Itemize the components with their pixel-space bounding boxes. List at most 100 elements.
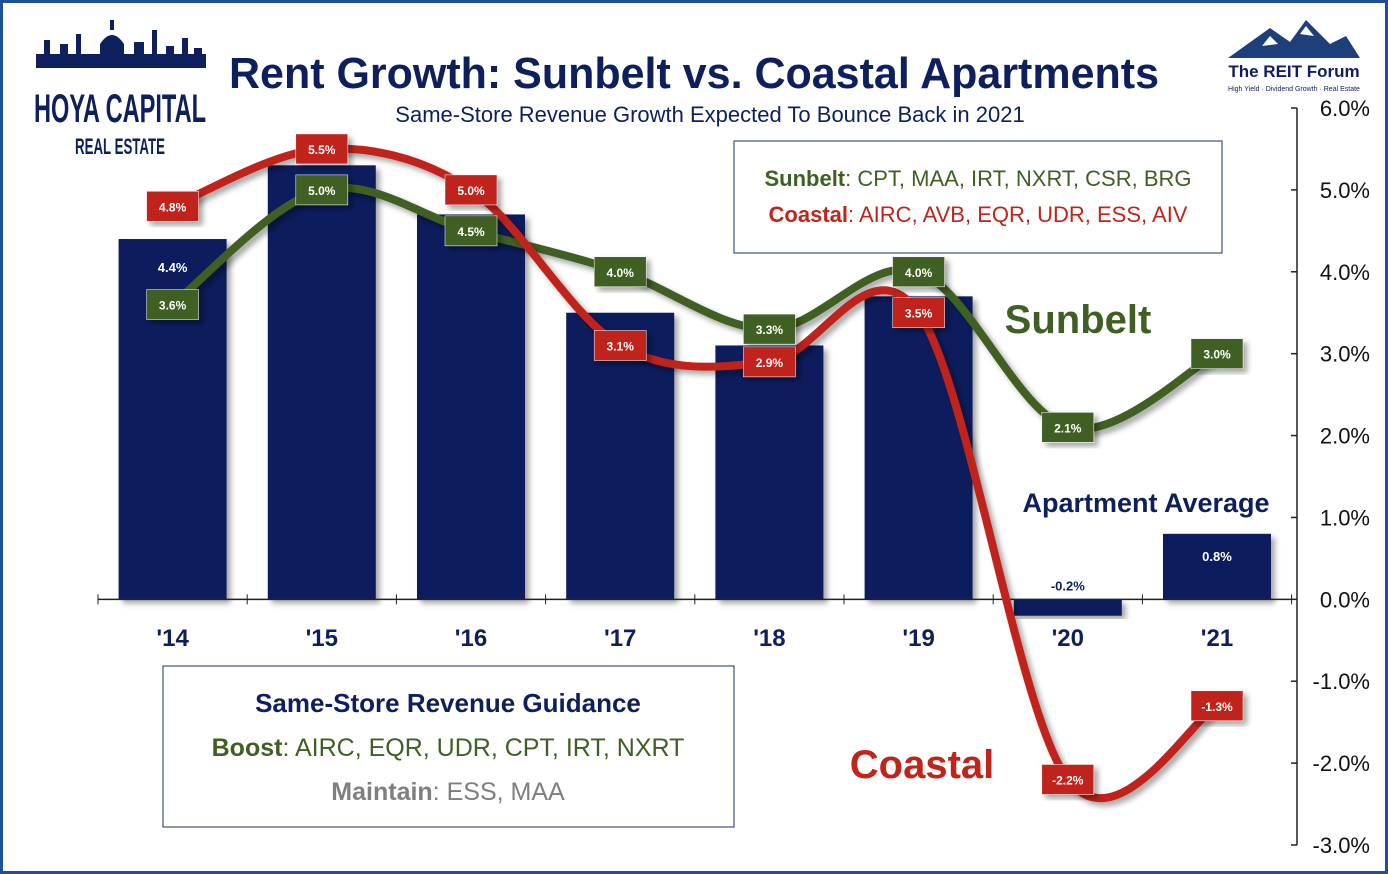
y-tick-label-5: 1.0% [1320, 505, 1370, 530]
legend-sunbelt: Sunbelt: CPT, MAA, IRT, NXRT, CSR, BRG [764, 166, 1191, 191]
bar-label-0: 4.4% [158, 260, 188, 275]
guidance-boost-label: Boost [212, 734, 284, 762]
point-marker-sunbelt-0 [146, 289, 199, 320]
chart-title: Rent Growth: Sunbelt vs. Coastal Apartme… [229, 49, 1159, 98]
bar-4 [715, 345, 824, 600]
x-tick-label-0: '14 [156, 625, 189, 652]
point-label-sunbelt-0: 3.6% [159, 299, 187, 313]
guidance-boost: Boost: AIRC, EQR, UDR, CPT, IRT, NXRT [212, 734, 685, 762]
legend-box: Sunbelt: CPT, MAA, IRT, NXRT, CSR, BRG C… [733, 140, 1223, 254]
hoya-capital-logo: HOYA CAPITAL REAL ESTATE [34, 20, 206, 159]
labels-layer: 4.4% -0.2% 0.8% 3.6% 5.0% 4.5% 4.0% 3.3% 4.0% 2.1… [146, 133, 1244, 795]
guidance-maintain: Maintain: ESS, MAA [331, 778, 565, 806]
y-tick-label-0: 6.0% [1320, 96, 1370, 121]
point-sunbelt-7: 3.0% [1190, 338, 1244, 369]
x-tick-label-6: '20 [1052, 625, 1084, 652]
bar-label-7: 0.8% [1202, 549, 1232, 564]
point-marker-coastal-7 [1190, 690, 1244, 722]
point-label-coastal-1: 5.5% [308, 143, 336, 157]
point-label-sunbelt-4: 3.3% [756, 323, 784, 337]
point-marker-coastal-2 [444, 174, 498, 206]
logo-left-line1: HOYA CAPITAL [34, 87, 206, 131]
y-tick-label-6: 0.0% [1320, 587, 1370, 612]
coastal-annotation: Coastal [850, 743, 995, 787]
x-tick-label-7: '21 [1201, 625, 1233, 652]
point-coastal-3: 3.1% [593, 330, 647, 361]
point-marker-coastal-6 [1041, 764, 1095, 795]
point-sunbelt-2: 4.5% [444, 215, 498, 247]
point-label-coastal-0: 4.8% [159, 200, 187, 214]
x-tick-label-3: '17 [604, 625, 636, 652]
guidance-boost-members: : AIRC, EQR, UDR, CPT, IRT, NXRT [282, 734, 684, 762]
legend-coastal-label: Coastal [769, 202, 848, 227]
guidance-maintain-members: : ESS, MAA [433, 778, 565, 806]
point-label-coastal-6: -2.2% [1052, 773, 1084, 787]
point-sunbelt-4: 3.3% [743, 313, 796, 345]
point-label-coastal-7: -1.3% [1201, 700, 1233, 714]
y-tick-label-7: -1.0% [1313, 669, 1370, 694]
point-label-sunbelt-2: 4.5% [457, 225, 485, 239]
point-coastal-7: -1.3% [1190, 690, 1244, 722]
x-tick-label-4: '18 [753, 625, 785, 652]
bar-5 [864, 296, 973, 600]
x-tick-label-2: '16 [455, 625, 487, 652]
point-sunbelt-1: 5.0% [295, 174, 349, 206]
bar-1 [267, 165, 376, 600]
point-marker-sunbelt-3 [593, 256, 647, 288]
point-coastal-1: 5.5% [295, 133, 349, 165]
y-tick-label-8: -2.0% [1313, 751, 1370, 776]
point-coastal-5: 3.5% [892, 297, 945, 328]
point-marker-sunbelt-1 [295, 174, 349, 206]
point-marker-sunbelt-5 [892, 256, 945, 288]
point-marker-coastal-3 [593, 330, 647, 361]
x-tick-label-5: '19 [902, 625, 934, 652]
point-sunbelt-0: 3.6% [146, 289, 199, 320]
chart-subtitle: Same-Store Revenue Growth Expected To Bo… [395, 102, 1024, 127]
guidance-box: Same-Store Revenue Guidance Boost: AIRC,… [162, 665, 735, 828]
guidance-maintain-label: Maintain [331, 778, 432, 806]
logo-right-name: The REIT Forum [1228, 62, 1359, 81]
bar-label-6: -0.2% [1051, 578, 1085, 593]
y-tick-label-2: 4.0% [1320, 260, 1370, 285]
point-marker-sunbelt-4 [743, 313, 796, 345]
bars-layer [118, 165, 1271, 616]
logo-left-line2: REAL ESTATE [75, 134, 165, 159]
legend-coastal: Coastal: AIRC, AVB, EQR, UDR, ESS, AIV [769, 202, 1188, 227]
point-coastal-0: 4.8% [146, 191, 199, 222]
bar-7 [1163, 533, 1271, 600]
logo-right-tagline: High Yield · Dividend Growth · Real Esta… [1228, 86, 1360, 93]
y-tick-label-3: 3.0% [1320, 342, 1370, 367]
point-label-sunbelt-1: 5.0% [308, 184, 336, 198]
guidance-heading: Same-Store Revenue Guidance [255, 688, 641, 718]
bar-6 [1013, 599, 1122, 616]
point-marker-sunbelt-2 [444, 215, 498, 247]
legend-sunbelt-label: Sunbelt [764, 166, 845, 191]
axis-layer: '14 '15 '16 '17 '18 '19 '20 '21 6.0% 5.0% 4.0% 3.0%… [97, 96, 1370, 858]
legend-coastal-members: : AIRC, AVB, EQR, UDR, ESS, AIV [848, 202, 1188, 227]
point-sunbelt-6: 2.1% [1041, 412, 1095, 443]
point-label-sunbelt-6: 2.1% [1054, 421, 1082, 435]
point-sunbelt-5: 4.0% [892, 256, 945, 288]
y-tick-label-4: 2.0% [1320, 424, 1370, 449]
point-coastal-2: 5.0% [444, 174, 498, 206]
point-marker-coastal-5 [892, 297, 945, 328]
bar-2 [417, 214, 525, 600]
sunbelt-annotation: Sunbelt [1005, 298, 1152, 342]
point-coastal-4: 2.9% [743, 346, 796, 378]
point-label-coastal-4: 2.9% [756, 356, 784, 370]
point-coastal-6: -2.2% [1041, 764, 1095, 795]
reit-forum-logo: The REIT Forum High Yield · Dividend Gro… [1228, 20, 1360, 93]
x-tick-label-1: '15 [306, 625, 338, 652]
legend-sunbelt-members: : CPT, MAA, IRT, NXRT, CSR, BRG [845, 166, 1191, 191]
point-sunbelt-3: 4.0% [593, 256, 647, 288]
point-marker-coastal-0 [146, 191, 199, 222]
point-label-sunbelt-5: 4.0% [905, 266, 933, 280]
point-marker-sunbelt-7 [1190, 338, 1244, 369]
point-marker-coastal-4 [743, 346, 796, 378]
point-label-coastal-3: 3.1% [607, 339, 635, 353]
y-tick-label-9: -3.0% [1313, 833, 1370, 858]
point-label-coastal-2: 5.0% [457, 184, 485, 198]
apartment-average-annotation: Apartment Average [1022, 488, 1269, 518]
point-label-sunbelt-3: 4.0% [607, 266, 635, 280]
